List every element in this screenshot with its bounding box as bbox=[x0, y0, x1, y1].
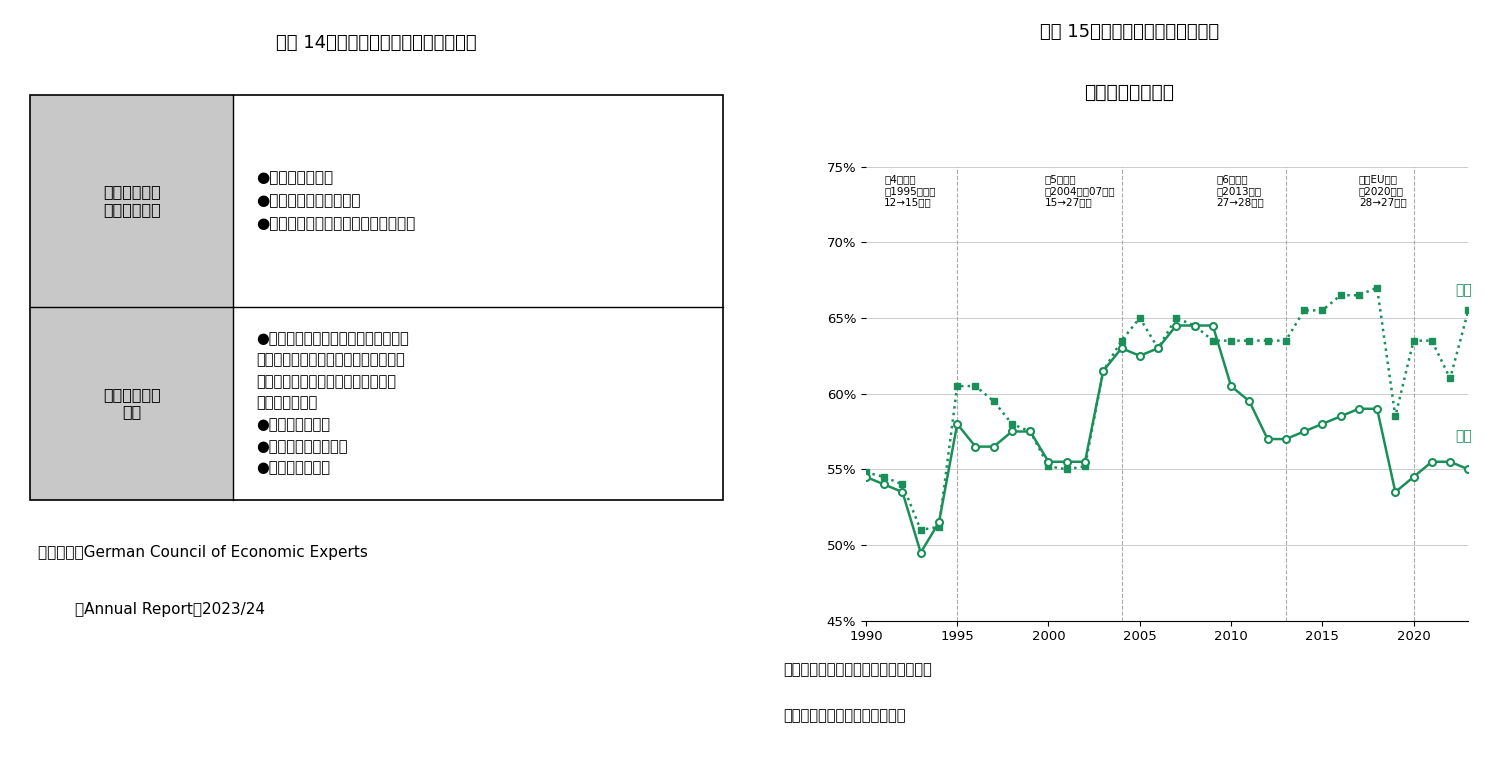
Text: 輸入: 輸入 bbox=[1456, 284, 1473, 298]
Text: 第6次拡大
（2013年）
27→28カ国: 第6次拡大 （2013年） 27→28カ国 bbox=[1217, 174, 1264, 207]
Text: 第5次拡大
（2004年、07年）
15→27カ国: 第5次拡大 （2004年、07年） 15→27カ国 bbox=[1045, 174, 1116, 207]
Text: ＥＵ域内のシェア: ＥＵ域内のシェア bbox=[1084, 83, 1175, 102]
Bar bbox=[30, 95, 233, 307]
Bar bbox=[30, 95, 723, 500]
Text: Annual Report　2023/24: Annual Report 2023/24 bbox=[75, 602, 265, 617]
Text: （資料）　German Council of Economic Experts: （資料） German Council of Economic Experts bbox=[38, 545, 367, 560]
Text: ●　人口の高齢化
●　生産性の伸びの鈍化
●　資本ストックの伸び鈍化と老朽化: ● 人口の高齢化 ● 生産性の伸びの鈍化 ● 資本ストックの伸び鈍化と老朽化 bbox=[256, 170, 416, 231]
Text: ●　潜在成長率向上（イノベーション
　強化、労働移動、移民促進、行革・
　税制優遇・インフラ投資等を通じ
　た投資喚起）
●　資本市場強化
●　貧困・低所得対策: ● 潜在成長率向上（イノベーション 強化、労働移動、移民促進、行革・ 税制優遇・… bbox=[256, 331, 408, 475]
Text: 第4次拡大
（1995年〜）
12→15カ国: 第4次拡大 （1995年〜） 12→15カ国 bbox=[884, 174, 935, 207]
Text: （注）　当該年度の加盟国のみを集計: （注） 当該年度の加盟国のみを集計 bbox=[783, 662, 932, 678]
Text: 取り組むべき
課題: 取り組むべき 課題 bbox=[102, 387, 161, 419]
Text: 図表 15　ドイツの輸出入に占める: 図表 15 ドイツの輸出入に占める bbox=[1041, 23, 1218, 41]
Text: 図表 14　経済諮問委員会の評価と提言: 図表 14 経済諮問委員会の評価と提言 bbox=[276, 34, 477, 52]
Text: 英国EU離脱
（2020年）
28→27カ国: 英国EU離脱 （2020年） 28→27カ国 bbox=[1358, 174, 1407, 207]
Bar bbox=[30, 307, 233, 500]
Text: （資料））　欧州委員会統計局: （資料）） 欧州委員会統計局 bbox=[783, 708, 905, 723]
Text: 輸出: 輸出 bbox=[1456, 429, 1473, 443]
Text: 今後の成長を
阻害する要因: 今後の成長を 阻害する要因 bbox=[102, 185, 161, 217]
